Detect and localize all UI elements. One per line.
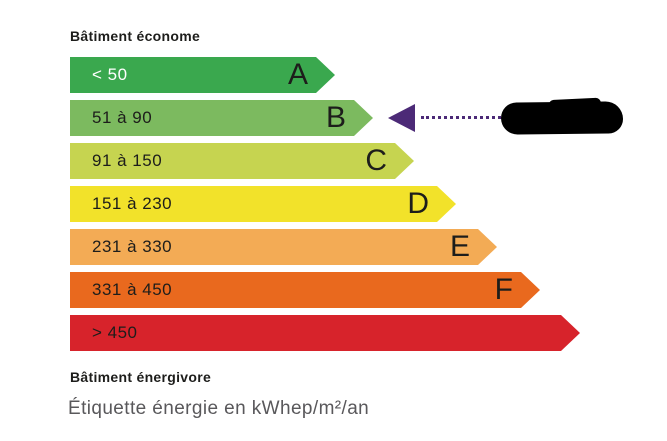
energy-bar-row-e: 231 à 330 E [70,229,580,265]
class-letter: A [287,58,308,91]
class-letter: F [494,273,513,306]
energy-bar-row-d: 151 à 230 D [70,186,580,222]
caption: Étiquette énergie en kWhep/m²/an [68,398,370,419]
range-label: < 50 [92,65,128,84]
range-label: 151 à 230 [92,194,173,213]
energy-bar-row-c: 91 à 150 C [70,143,580,179]
range-label: 91 à 150 [92,151,163,170]
class-letter: E [449,230,470,263]
range-label: 231 à 330 [92,237,173,256]
energy-scale: < 50 A 51 à 90 B 91 à 150 C 151 à 230 D [70,57,580,358]
energy-bar-d: 151 à 230 D [70,186,456,222]
class-letter: B [325,101,346,134]
energy-bar-f: 331 à 450 F [70,272,540,308]
range-label: > 450 [92,323,138,342]
energy-bar-row-f: 331 à 450 F [70,272,580,308]
class-letter: C [365,144,387,177]
dotted-connector-line [421,116,501,119]
redaction-blob [500,101,624,135]
energy-bar-c: 91 à 150 C [70,143,414,179]
energy-bar-e: 231 à 330 E [70,229,497,265]
range-label: 51 à 90 [92,108,153,127]
energy-bar-row-g: > 450 [70,315,580,351]
top-annotation: Bâtiment économe [70,28,201,44]
bottom-annotation: Bâtiment énergivore [70,369,212,385]
energy-bar-b: 51 à 90 B [70,100,373,136]
energy-bar-row-a: < 50 A [70,57,580,93]
energy-bar-a: < 50 A [70,57,335,93]
energy-bar-row-b: 51 à 90 B [70,100,580,136]
class-letter: D [407,187,429,220]
energy-bar-g: > 450 [70,315,580,351]
range-label: 331 à 450 [92,280,173,299]
